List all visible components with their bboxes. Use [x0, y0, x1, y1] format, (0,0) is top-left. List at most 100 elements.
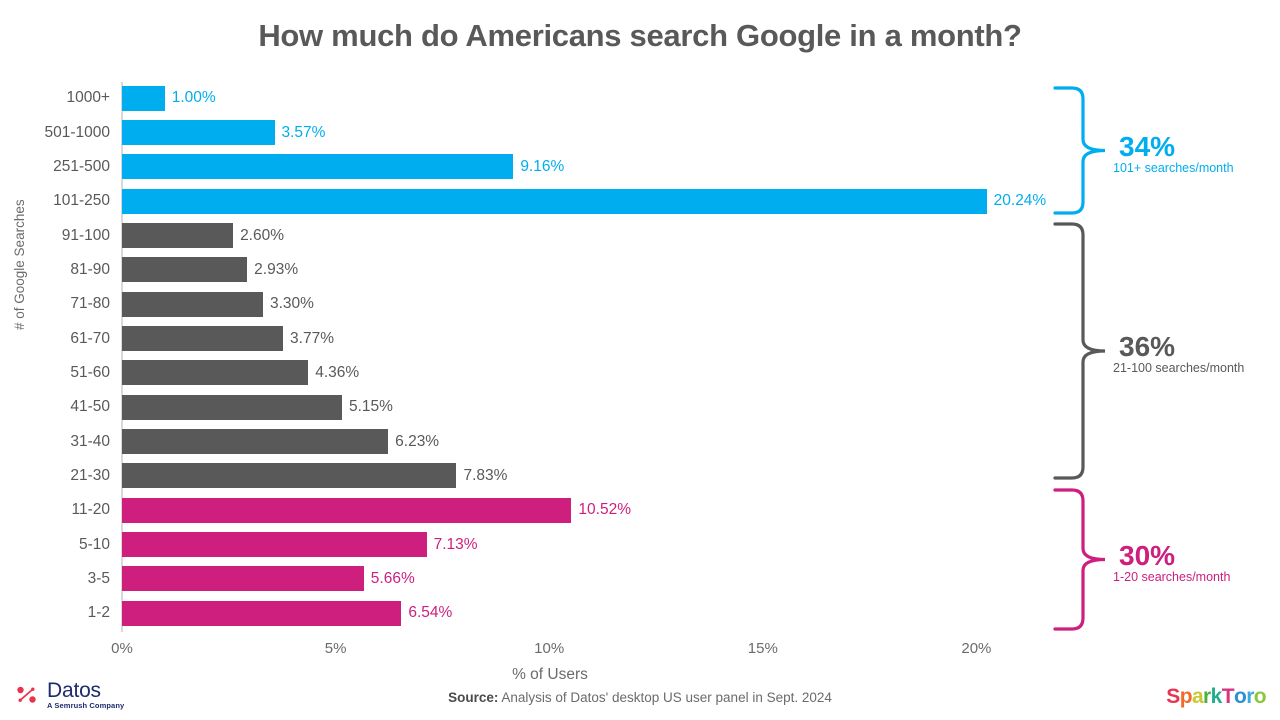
- bar-value-label: 2.93%: [254, 260, 299, 278]
- bar[interactable]: [122, 600, 402, 626]
- curly-bracket-icon: [1053, 222, 1106, 480]
- curly-bracket-icon: [1053, 488, 1106, 631]
- bar-value-label: 5.66%: [370, 570, 415, 588]
- x-axis-tick: 5%: [324, 640, 347, 657]
- bar-value-label: 6.23%: [395, 432, 440, 450]
- bar-category-label: 1000+: [66, 89, 110, 107]
- y-axis-line: [121, 82, 123, 632]
- bar-value-label: 6.54%: [408, 604, 453, 622]
- bar-row: 11-20 10.52%: [72, 494, 978, 526]
- bar[interactable]: [122, 119, 275, 145]
- x-axis-tick: 0%: [111, 640, 133, 657]
- bar-value-label: 9.16%: [520, 157, 565, 175]
- bar-value-label: 3.57%: [281, 123, 326, 141]
- bar-category-label: 11-20: [71, 501, 111, 519]
- bar-category-label: 3-5: [87, 570, 110, 588]
- datos-name: Datos: [47, 679, 101, 702]
- x-axis-tick: 10%: [534, 640, 565, 657]
- curly-bracket-icon: [1053, 86, 1106, 215]
- bar-value-label: 10.52%: [578, 501, 631, 519]
- x-axis-tick: 20%: [961, 640, 992, 657]
- bar-value-label: 3.77%: [290, 329, 334, 347]
- bar[interactable]: [122, 532, 427, 558]
- bar-category-label: 91-100: [61, 226, 110, 244]
- bracket-sublabel: 1-20 searches/month: [1113, 569, 1231, 584]
- bar-row: 1000+ 1.00%: [66, 82, 978, 114]
- bar-row: 3-5 5.66%: [88, 563, 978, 595]
- bar-value-label: 4.36%: [315, 363, 360, 381]
- bracket-101-plus: [1053, 85, 1109, 216]
- bar[interactable]: [122, 188, 987, 214]
- bracket-percent-label: 34%: [1119, 130, 1176, 162]
- bar[interactable]: [122, 394, 342, 420]
- source-label: Source:: [448, 690, 499, 705]
- bar[interactable]: [122, 566, 364, 592]
- bar[interactable]: [122, 291, 263, 317]
- bar-value-label: 2.60%: [240, 226, 285, 244]
- bar-row: 31-40 6.23%: [70, 426, 978, 458]
- bar[interactable]: [122, 429, 389, 454]
- bar-row: 41-50 5.15%: [70, 391, 978, 423]
- bar-row: 51-60 4.36%: [70, 357, 978, 389]
- bar-category-label: 501-1000: [44, 123, 110, 141]
- bracket-sublabel: 21-100 searches/month: [1113, 361, 1245, 375]
- bar-row: 251-500 9.16%: [53, 151, 978, 183]
- sparktoro-letter: S: [1166, 685, 1180, 708]
- datos-wordmark: Datos A Semrush Company: [47, 680, 124, 710]
- bar-category-label: 251-500: [53, 157, 110, 175]
- bar-category-label: 21-30: [70, 467, 110, 485]
- bar-row: 61-70 3.77%: [70, 322, 978, 354]
- source-note: Source: Analysis of Datos' desktop US us…: [0, 690, 1280, 705]
- bracket-percent-label: 36%: [1119, 331, 1176, 362]
- sparktoro-letter: k: [1210, 685, 1223, 708]
- bar[interactable]: [122, 257, 248, 283]
- sparktoro-letter: o: [1253, 685, 1267, 708]
- bar-value-label: 20.24%: [993, 192, 1047, 210]
- bar-row: 101-250 20.24%: [53, 185, 1046, 217]
- bracket-1-20: [1053, 487, 1109, 632]
- bar-value-label: 7.83%: [463, 467, 508, 485]
- bar-row: 5-10 7.13%: [79, 529, 978, 561]
- bar-value-label: 3.30%: [269, 295, 314, 313]
- bar-category-label: 51-60: [70, 363, 110, 381]
- sparktoro-letter: r: [1203, 685, 1211, 708]
- x-axis-tick: 15%: [747, 640, 778, 657]
- bracket-percent-label: 30%: [1119, 539, 1176, 571]
- bar-category-label: 101-250: [53, 192, 110, 210]
- bar[interactable]: [122, 360, 309, 386]
- bar-category-label: 71-80: [70, 295, 110, 313]
- source-text: Analysis of Datos' desktop US user panel…: [498, 690, 832, 705]
- bar-category-label: 61-70: [70, 329, 110, 347]
- bar-row: 81-90 2.93%: [70, 254, 978, 286]
- bar-row: 91-100 2.60%: [62, 219, 978, 251]
- sparktoro-letter: T: [1221, 685, 1235, 708]
- bar-category-label: 81-90: [70, 260, 110, 278]
- bar[interactable]: [122, 497, 572, 523]
- page-title: How much do Americans search Google in a…: [258, 18, 1022, 53]
- bar-row: 21-30 7.83%: [70, 460, 978, 492]
- bar[interactable]: [122, 85, 165, 111]
- bar-value-label: 1.00%: [171, 89, 216, 107]
- sparktoro-letter: o: [1233, 685, 1247, 708]
- datos-logo: Datos A Semrush Company: [14, 680, 124, 710]
- sparktoro-letter: r: [1246, 685, 1254, 708]
- bracket-21-100: [1053, 221, 1109, 481]
- bar-value-label: 5.15%: [349, 398, 393, 416]
- x-axis-title: % of Users: [512, 666, 588, 683]
- bar[interactable]: [122, 154, 514, 180]
- bar-category-label: 41-50: [70, 398, 110, 416]
- y-axis-title: # of Google Searches: [12, 199, 27, 330]
- chart-plot-area: 1000+ 1.00% 501-1000 3.57% 251-500 9.16% 101-2…: [44, 82, 1046, 632]
- sparktoro-logo: SparkToro: [1166, 686, 1266, 707]
- bar-category-label: 31-40: [70, 432, 110, 450]
- bar[interactable]: [122, 463, 457, 489]
- bar-category-label: 5-10: [78, 535, 110, 553]
- bar-value-label: 7.13%: [433, 535, 478, 553]
- datos-tagline: A Semrush Company: [47, 701, 125, 710]
- sparktoro-letter: a: [1191, 685, 1204, 708]
- bar[interactable]: [122, 325, 284, 351]
- datos-node-icon: [17, 686, 36, 703]
- bar-row: 71-80 3.30%: [70, 288, 978, 320]
- sparktoro-letter: p: [1179, 685, 1193, 708]
- bar[interactable]: [122, 222, 234, 248]
